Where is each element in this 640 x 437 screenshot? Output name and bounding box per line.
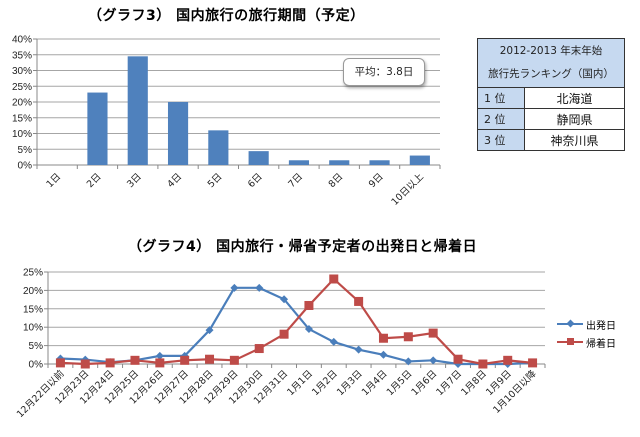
y-tick-label: 10%	[23, 323, 43, 334]
x-tick-label: 8日	[327, 171, 346, 190]
diamond-marker	[155, 351, 164, 360]
bar	[87, 92, 108, 165]
x-tick-label: 2日	[85, 171, 104, 190]
x-tick-label: 6日	[246, 171, 265, 190]
square-marker	[478, 359, 488, 369]
rank-cell: 1 位	[477, 87, 525, 109]
chart3-title: （グラフ3） 国内旅行の旅行期間（予定）	[88, 8, 365, 24]
y-tick-label: 0%	[29, 360, 44, 371]
x-tick-label: 1月8日	[459, 368, 489, 398]
y-tick-label: 20%	[23, 286, 43, 297]
x-tick-label: 10日以上	[389, 171, 426, 208]
square-marker	[403, 332, 413, 342]
place-cell: 神奈川県	[524, 129, 625, 151]
x-tick-label: 1日	[44, 171, 63, 190]
ranking-header: 2012-2013 年末年始 旅行先ランキング（国内）	[477, 38, 625, 88]
y-tick-label: 15%	[23, 304, 43, 315]
legend-item-departure: 出発日	[557, 315, 616, 333]
y-tick-label: 15%	[12, 113, 32, 124]
y-tick-label: 5%	[29, 341, 44, 352]
y-tick-label: 35%	[12, 50, 32, 61]
square-marker	[428, 328, 438, 338]
ranking-header-line2: 旅行先ランキング（国内）	[488, 68, 614, 80]
x-tick-label: 9日	[367, 171, 386, 190]
legend-item-return: 帰着日	[557, 333, 616, 351]
x-tick-label: 1月1日	[285, 368, 315, 398]
x-tick-label: 1月7日	[434, 368, 464, 398]
y-tick-label: 25%	[12, 82, 32, 93]
diamond-marker	[304, 325, 313, 334]
square-marker	[55, 358, 65, 368]
square-marker	[528, 358, 538, 368]
place-cell: 静岡県	[524, 108, 625, 130]
y-tick-label: 25%	[23, 268, 43, 279]
place-cell: 北海道	[524, 87, 625, 109]
square-marker	[453, 354, 463, 364]
table-row: 2 位 静岡県	[477, 108, 625, 130]
table-row: 1 位 北海道	[477, 87, 625, 109]
x-tick-label: 1月4日	[360, 368, 390, 398]
square-marker	[180, 355, 190, 365]
diamond-marker	[404, 357, 413, 366]
bar	[288, 160, 310, 165]
x-tick-label: 1月6日	[410, 368, 440, 398]
chart4-legend: 出発日 帰着日	[557, 315, 616, 351]
square-marker	[354, 296, 364, 306]
bar	[369, 160, 390, 165]
chart4-title: （グラフ4） 国内旅行・帰省予定者の出発日と帰着日	[128, 239, 478, 255]
bar	[329, 160, 350, 165]
legend-label: 帰着日	[586, 338, 616, 350]
destination-ranking-table: 2012-2013 年末年始 旅行先ランキング（国内） 1 位 北海道 2 位 …	[477, 38, 625, 151]
diamond-marker	[354, 345, 363, 354]
y-tick-label: 10%	[12, 129, 32, 140]
square-marker	[80, 359, 90, 369]
square-marker	[254, 344, 264, 354]
table-row: 3 位 神奈川県	[477, 129, 625, 151]
diamond-marker	[429, 356, 438, 365]
square-marker	[503, 355, 513, 365]
x-tick-label: 1月2日	[310, 368, 340, 398]
bar	[167, 102, 189, 165]
x-tick-label: 1月5日	[385, 368, 415, 398]
x-tick-label: 5日	[206, 171, 225, 190]
x-tick-label: 3日	[125, 171, 144, 190]
average-callout: 平均：3.8日	[343, 58, 425, 86]
diamond-marker	[255, 283, 264, 292]
x-tick-label: 1月3日	[335, 368, 365, 398]
y-tick-label: 0%	[18, 161, 33, 172]
diamond-marker	[329, 337, 338, 346]
bar	[248, 151, 269, 165]
y-tick-label: 30%	[12, 66, 32, 77]
square-marker	[155, 358, 165, 368]
square-marker	[130, 355, 140, 365]
diamond-marker	[205, 326, 214, 335]
square-marker	[205, 354, 215, 364]
square-marker	[378, 333, 388, 343]
diamond-marker	[230, 283, 239, 292]
square-marker	[329, 274, 339, 284]
square-marker	[229, 355, 239, 365]
square-marker	[304, 300, 314, 310]
bar	[127, 56, 148, 166]
diamond-marker	[379, 350, 388, 359]
bar	[409, 155, 430, 165]
ranking-header-line1: 2012-2013 年末年始	[499, 45, 603, 57]
y-tick-label: 20%	[12, 98, 32, 109]
bar	[208, 130, 229, 165]
square-marker	[279, 329, 289, 339]
y-tick-label: 5%	[18, 145, 33, 156]
y-tick-label: 40%	[12, 35, 32, 46]
x-tick-label: 4日	[165, 171, 184, 190]
square-marker-icon	[557, 338, 583, 345]
rank-cell: 2 位	[477, 108, 525, 130]
diamond-marker	[280, 295, 289, 304]
square-marker	[105, 358, 115, 368]
series-line	[60, 277, 533, 366]
x-tick-label: 7日	[286, 171, 305, 190]
diamond-marker-icon	[557, 319, 583, 328]
rank-cell: 3 位	[477, 129, 525, 151]
legend-label: 出発日	[586, 320, 616, 332]
series-line	[60, 286, 533, 366]
